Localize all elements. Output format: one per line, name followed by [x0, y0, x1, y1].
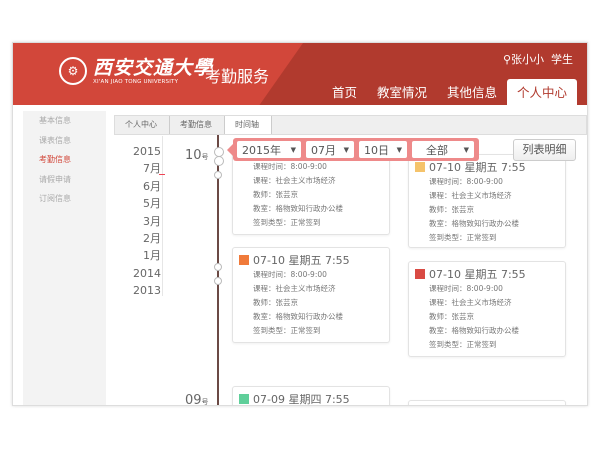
breadcrumb-item[interactable]: 个人中心	[115, 116, 170, 134]
attendance-card[interactable]: 课程时间：8:00-9:00 课程：社会主义市场经济 教师：张芸京 教室：格物致…	[232, 147, 390, 235]
nav-personal-center[interactable]: 个人中心	[506, 79, 577, 105]
list-detail-button[interactable]: 列表明细	[513, 139, 576, 161]
user-role: 学生	[551, 53, 573, 66]
timeline-node	[214, 263, 222, 271]
caret-down-icon: ▼	[290, 145, 296, 154]
year-item[interactable]: 2014	[133, 266, 161, 280]
breadcrumb: 个人中心 考勤信息 时间轴	[114, 115, 587, 135]
sign-in-icon	[415, 162, 425, 172]
year-item[interactable]: 2015	[133, 145, 161, 158]
user-name: 张小小	[511, 53, 544, 66]
university-seal-icon: ⚙	[59, 57, 87, 85]
sidebar: 基本信息 课表信息 考勤信息 请假申请 订阅信息	[23, 111, 106, 405]
month-item[interactable]: 3月	[143, 214, 161, 228]
month-item[interactable]: 6月	[143, 179, 161, 193]
main-nav: 首页 教室情况 其他信息 个人中心	[322, 79, 577, 105]
day-label: 09号	[185, 393, 209, 406]
divider	[162, 136, 163, 296]
attendance-card[interactable]: 07-09 星期四 7:55	[232, 386, 390, 405]
nav-classroom[interactable]: 教室情况	[376, 85, 427, 100]
timeline-node	[214, 156, 224, 166]
breadcrumb-item: 时间轴	[225, 116, 272, 134]
attendance-card[interactable]: 07-10 星期五 7:55 课程时间：8:00-9:00 课程：社会主义市场经…	[232, 247, 390, 343]
type-select[interactable]: 全部 ▼	[412, 141, 474, 158]
university-logo-en: XI'AN JIAO TONG UNIVERSITY	[93, 79, 179, 85]
university-logo-text: 西安交通大學	[93, 57, 214, 79]
sidebar-item-basic-info[interactable]: 基本信息	[39, 116, 71, 125]
year-select[interactable]: 2015年 ▼	[237, 141, 301, 158]
attendance-card[interactable]	[408, 400, 566, 405]
caret-down-icon: ▼	[343, 145, 349, 154]
month-item[interactable]: 1月	[143, 249, 161, 263]
day-select[interactable]: 10日 ▼	[359, 141, 407, 158]
attendance-card[interactable]: 07-10 星期五 7:55 课程时间：8:00-9:00 课程：社会主义市场经…	[408, 154, 566, 248]
app-window: ⚙ 西安交通大學 XI'AN JIAO TONG UNIVERSITY 考勤服务…	[12, 42, 588, 406]
user-info[interactable]: ⚲张小小 学生	[503, 51, 573, 67]
date-filter: 2015年 ▼ 07月 ▼ 10日 ▼ 全部 ▼	[227, 138, 479, 161]
breadcrumb-item[interactable]: 考勤信息	[170, 116, 225, 134]
month-item[interactable]: 5月	[143, 197, 161, 211]
year-item[interactable]: 2013	[133, 284, 161, 298]
sidebar-item-subscription[interactable]: 订阅信息	[39, 194, 71, 203]
sidebar-item-attendance[interactable]: 考勤信息	[39, 155, 71, 164]
late-icon	[239, 255, 249, 265]
caret-down-icon: ▼	[396, 145, 402, 154]
leave-icon	[239, 394, 249, 404]
year-month-nav: 2015 7月 6月 5月 3月 2月 1月 2014 2013	[121, 143, 161, 300]
timeline-node	[214, 171, 222, 179]
caret-down-icon: ▼	[463, 145, 469, 154]
sidebar-item-schedule[interactable]: 课表信息	[39, 135, 71, 145]
current-month-marker	[159, 174, 165, 175]
nav-home[interactable]: 首页	[331, 85, 357, 100]
month-select[interactable]: 07月 ▼	[306, 141, 354, 158]
nav-other[interactable]: 其他信息	[446, 85, 497, 100]
user-icon: ⚲	[502, 53, 511, 66]
month-item[interactable]: 7月	[143, 162, 161, 176]
month-item[interactable]: 2月	[143, 231, 161, 245]
timeline-node	[214, 277, 222, 285]
attendance-card[interactable]: 07-10 星期五 7:55 课程时间：8:00-9:00 课程：社会主义市场经…	[408, 261, 566, 357]
absent-icon	[415, 269, 425, 279]
header: ⚙ 西安交通大學 XI'AN JIAO TONG UNIVERSITY 考勤服务…	[13, 43, 587, 105]
app-title: 考勤服务	[205, 67, 270, 86]
day-label: 10号	[185, 148, 209, 163]
sidebar-item-leave[interactable]: 请假申请	[39, 174, 71, 184]
